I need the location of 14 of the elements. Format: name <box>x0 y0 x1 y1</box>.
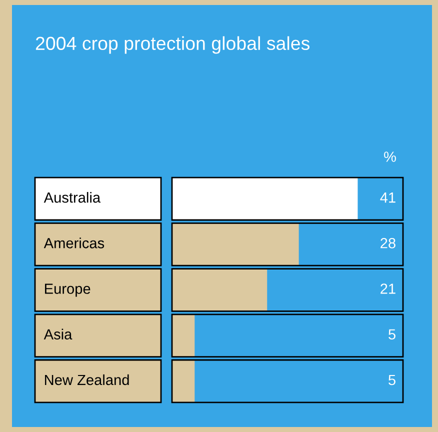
bar <box>172 314 195 357</box>
data-label: 28 <box>380 238 396 248</box>
y-tick-label: Europe <box>45 284 90 297</box>
y-tick-label: Asia <box>44 328 72 340</box>
data-label: 41 <box>380 192 396 203</box>
text: % <box>384 152 396 162</box>
data-label: 21 <box>380 284 396 294</box>
y-tick-label: New Zealand <box>45 374 129 386</box>
y-tick-label: Australia <box>44 192 101 203</box>
bar <box>172 360 195 402</box>
y-tick-label: Americas <box>44 238 104 248</box>
chart-title: 2004 crop protection global sales <box>36 36 310 54</box>
data-label: 5 <box>388 329 396 340</box>
data-label: 5 <box>388 374 396 386</box>
